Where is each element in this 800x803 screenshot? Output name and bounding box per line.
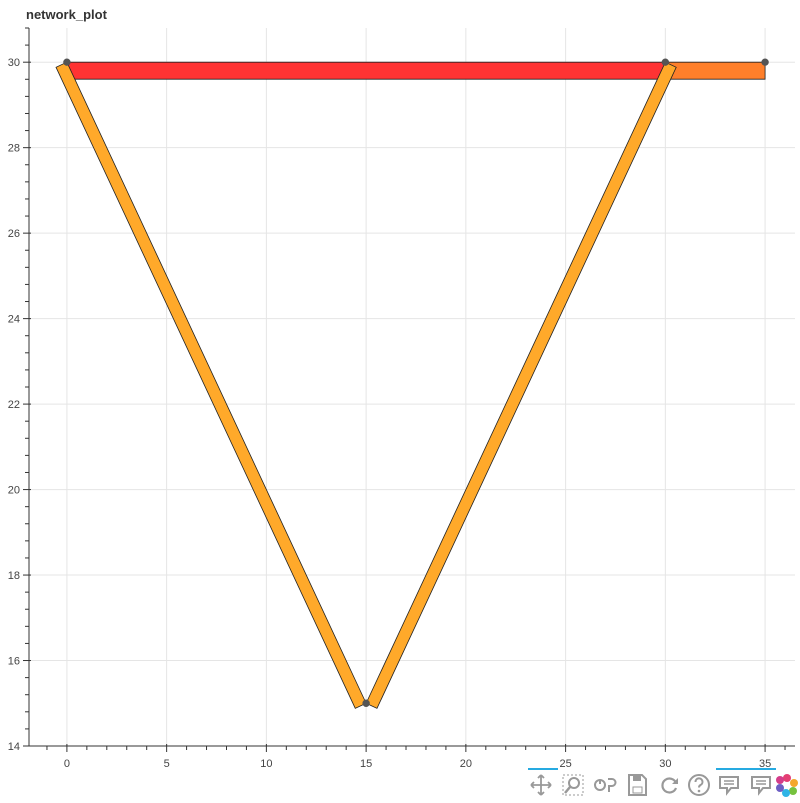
x-tick-label: 20 (460, 758, 472, 770)
edge[interactable] (55, 61, 367, 709)
y-tick-label: 16 (8, 656, 20, 668)
y-tick-label: 18 (8, 570, 20, 582)
save-tool-button[interactable] (624, 772, 650, 798)
box-zoom-icon (562, 774, 584, 796)
node-point[interactable] (761, 58, 769, 66)
x-tick-label: 25 (559, 758, 571, 770)
help-icon (688, 774, 710, 796)
hover-tool-2-button[interactable] (748, 772, 774, 798)
hover-icon (751, 776, 771, 796)
edge[interactable] (66, 61, 666, 80)
y-tick-label: 30 (8, 57, 20, 69)
wheel-zoom-tool-button[interactable] (592, 772, 618, 798)
x-tick-label: 0 (64, 758, 70, 770)
y-tick-label: 20 (8, 485, 20, 497)
node-point[interactable] (63, 58, 71, 66)
active-tool-indicator (716, 768, 776, 770)
reset-icon (661, 777, 678, 794)
edges (55, 61, 766, 709)
edge[interactable] (664, 61, 766, 80)
pan-icon (530, 774, 552, 796)
node-point[interactable] (362, 699, 370, 707)
pan-tool-button[interactable] (528, 772, 554, 798)
x-tick-label: 5 (164, 758, 170, 770)
x-tick-label: 35 (759, 758, 771, 770)
x-tick-label: 10 (260, 758, 272, 770)
x-tick-label: 30 (659, 758, 671, 770)
nodes (63, 58, 769, 707)
reset-tool-button[interactable] (656, 772, 682, 798)
wheel-zoom-icon (594, 778, 617, 792)
box-zoom-tool-button[interactable] (560, 772, 586, 798)
y-tick-label: 22 (8, 399, 20, 411)
save-icon (628, 774, 647, 796)
plot-toolbar (526, 768, 800, 800)
y-tick-label: 14 (8, 741, 20, 753)
bokeh-logo-icon (776, 773, 798, 797)
y-tick-label: 26 (8, 228, 20, 240)
node-point[interactable] (661, 58, 670, 66)
y-tick-label: 28 (8, 143, 20, 155)
grid (29, 28, 795, 747)
hover-tool-1-button[interactable] (716, 772, 742, 798)
hover-icon (719, 776, 739, 796)
bokeh-logo-button[interactable] (774, 772, 800, 798)
help-tool-button[interactable] (686, 772, 712, 798)
axes: 0 5 10 15 20 25 30 35 14 16 18 20 22 24 26 28 30 (8, 27, 795, 770)
chart-title: network_plot (26, 7, 107, 22)
x-tick-label: 15 (360, 758, 372, 770)
edge[interactable] (365, 61, 677, 709)
y-tick-label: 24 (8, 314, 20, 326)
active-tool-indicator (528, 768, 558, 770)
